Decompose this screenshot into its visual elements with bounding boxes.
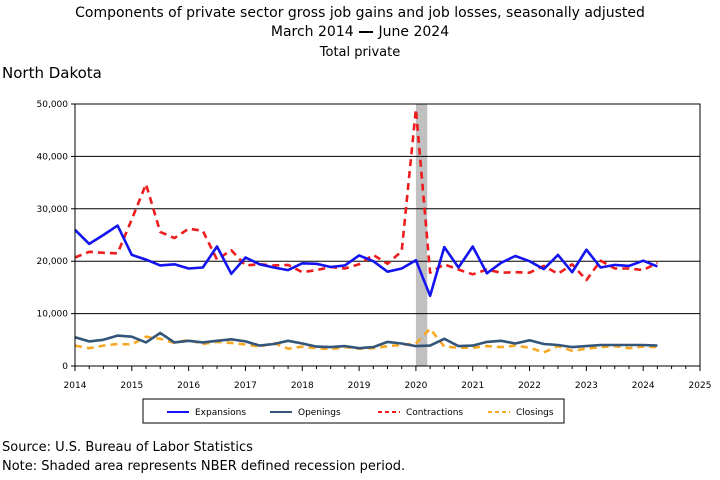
x-tick-label: 2015 bbox=[120, 381, 143, 391]
y-tick-label: 30,000 bbox=[37, 205, 69, 215]
chart-subtitle-2: Total private bbox=[319, 45, 401, 60]
x-tick-label: 2014 bbox=[64, 381, 87, 391]
x-tick-label: 2016 bbox=[177, 381, 200, 391]
y-tick-label: 50,000 bbox=[37, 100, 69, 110]
x-tick-label: 2022 bbox=[518, 381, 541, 391]
recession-note: Note: Shaded area represents NBER define… bbox=[2, 459, 406, 474]
y-tick-label: 40,000 bbox=[37, 152, 69, 162]
subtitle-start: March 2014 bbox=[270, 24, 354, 40]
plot-frame bbox=[74, 103, 701, 367]
legend-box bbox=[142, 398, 565, 424]
y-tick-label: 20,000 bbox=[37, 257, 69, 267]
x-tick-label: 2025 bbox=[689, 381, 712, 391]
x-tick-label: 2020 bbox=[404, 381, 427, 391]
line-dash-icon bbox=[359, 31, 374, 33]
x-tick-label: 2023 bbox=[575, 381, 598, 391]
y-tick-label: 10,000 bbox=[37, 310, 69, 320]
legend-label-expansions: Expansions bbox=[195, 408, 246, 418]
x-tick-label: 2017 bbox=[234, 381, 257, 391]
legend-label-contractions: Contractions bbox=[406, 408, 463, 418]
region-label: North Dakota bbox=[2, 64, 102, 82]
legend-label-openings: Openings bbox=[298, 408, 341, 418]
series-contractions bbox=[74, 107, 658, 282]
legend-label-closings: Closings bbox=[516, 408, 554, 418]
x-tick-label: 2024 bbox=[632, 381, 655, 391]
x-tick-label: 2021 bbox=[461, 381, 484, 391]
source-note: Source: U.S. Bureau of Labor Statistics bbox=[2, 440, 253, 455]
recession-band bbox=[415, 104, 428, 366]
series-expansions bbox=[74, 224, 658, 298]
x-tick-label: 2018 bbox=[291, 381, 314, 391]
y-tick-label: 0 bbox=[62, 362, 68, 372]
subtitle-end: June 2024 bbox=[378, 24, 450, 40]
chart-title: Components of private sector gross job g… bbox=[75, 5, 645, 21]
chart-area: 0 10,000 20,000 30,000 40,000 50,000 2014 2015 2… bbox=[37, 100, 712, 424]
series-openings bbox=[74, 331, 658, 350]
chart-subtitle: March 2014 June 2024 bbox=[0, 23, 720, 41]
x-tick-label: 2019 bbox=[348, 381, 371, 391]
